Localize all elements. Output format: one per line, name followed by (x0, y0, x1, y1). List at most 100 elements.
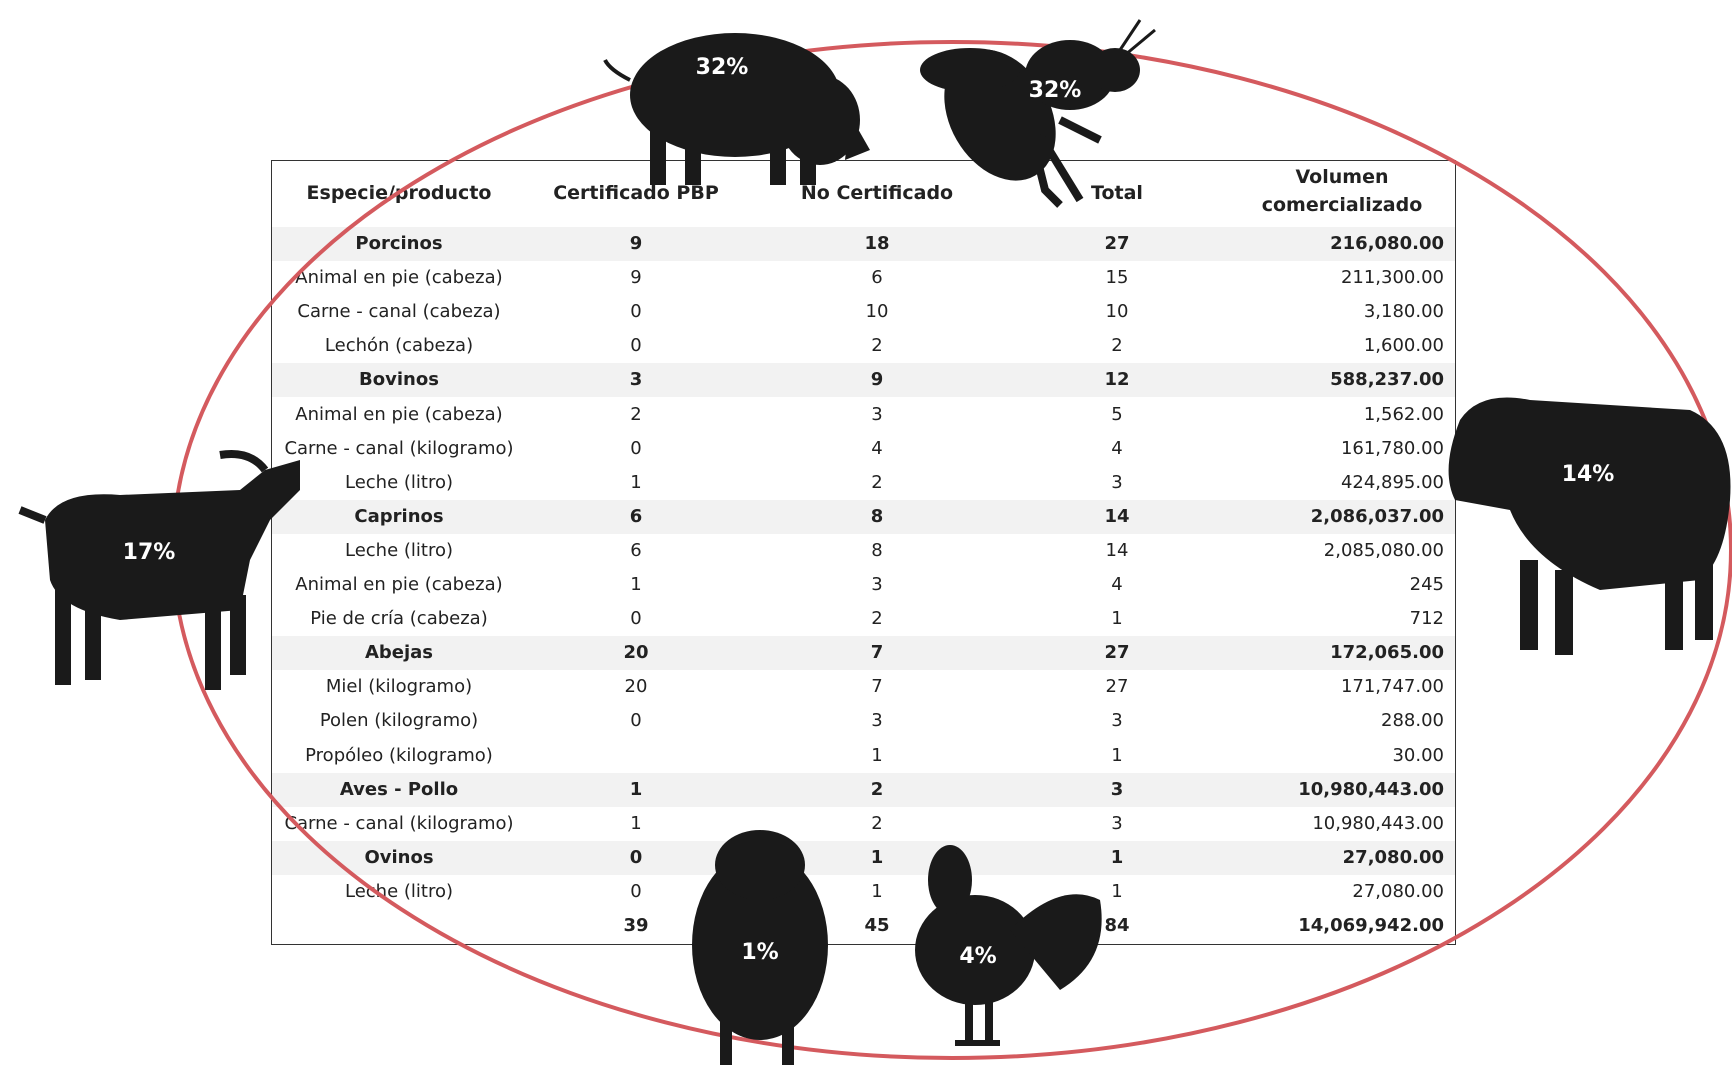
table-cell: 27 (987, 227, 1247, 261)
table-cell: Carne - canal (cabeza) (269, 295, 529, 329)
column-header: Especie/producto (279, 179, 519, 207)
table-cell: 0 (506, 295, 766, 329)
table-cell: 161,780.00 (1341, 432, 1444, 466)
table-cell: Caprinos (269, 500, 529, 534)
table-cell: 1 (506, 568, 766, 602)
table-cell: 1 (506, 807, 766, 841)
table-cell: 712 (1410, 602, 1444, 636)
percent-label: 17% (123, 540, 176, 565)
table-cell: Porcinos (269, 227, 529, 261)
table-cell: 3 (987, 773, 1247, 807)
table-cell: 1,600.00 (1364, 329, 1444, 363)
table-cell: 4 (747, 432, 1007, 466)
table-cell: 1 (987, 739, 1247, 773)
table-cell: Animal en pie (cabeza) (269, 261, 529, 295)
table-cell: 1 (747, 739, 1007, 773)
table-cell: 5 (987, 398, 1247, 432)
table-cell: 14,069,942.00 (1298, 909, 1444, 943)
table-cell: Abejas (269, 636, 529, 670)
table-cell: 2 (747, 466, 1007, 500)
table-cell: 1 (987, 875, 1247, 909)
table-cell: Carne - canal (kilogramo) (269, 807, 529, 841)
table-cell: 10,980,443.00 (1298, 773, 1444, 807)
table-cell: 8 (747, 500, 1007, 534)
percent-label: 32% (1029, 78, 1082, 103)
table-cell: 7 (747, 670, 1007, 704)
table-cell: Leche (litro) (269, 875, 529, 909)
table-cell: Animal en pie (cabeza) (269, 568, 529, 602)
table-cell: 7 (747, 636, 1007, 670)
table-cell: Lechón (cabeza) (269, 329, 529, 363)
table-cell: 27,080.00 (1352, 875, 1444, 909)
table-cell: 2 (747, 807, 1007, 841)
table-cell: 1 (987, 602, 1247, 636)
table-cell: 39 (506, 909, 766, 943)
table-cell: 27,080.00 (1343, 841, 1444, 875)
table-cell: 45 (747, 909, 1007, 943)
table-cell: 3 (747, 398, 1007, 432)
table-cell: 424,895.00 (1341, 466, 1444, 500)
table-cell: 15 (987, 261, 1247, 295)
table-cell: 1 (747, 875, 1007, 909)
column-header: Total (997, 179, 1237, 207)
table-cell: 0 (506, 602, 766, 636)
table-cell: 2,086,037.00 (1311, 500, 1444, 534)
percent-label: 4% (959, 944, 996, 969)
table-cell: 0 (506, 432, 766, 466)
table-cell: 3,180.00 (1364, 295, 1444, 329)
column-header: Volumen comercializado (1242, 163, 1442, 219)
table-cell: 30.00 (1392, 739, 1444, 773)
table-cell: Carne - canal (kilogramo) (269, 432, 529, 466)
table-cell: 245 (1410, 568, 1444, 602)
table-cell: 14 (987, 534, 1247, 568)
table-cell: 588,237.00 (1330, 363, 1444, 397)
table-cell: 172,065.00 (1330, 636, 1444, 670)
table-cell: 3 (506, 363, 766, 397)
cow-silhouette (1449, 398, 1731, 656)
table-cell: 6 (506, 534, 766, 568)
table-cell: 6 (747, 261, 1007, 295)
table-cell: 3 (747, 568, 1007, 602)
table-cell: 1 (987, 841, 1247, 875)
table-cell: 1 (506, 466, 766, 500)
table-cell: 3 (987, 466, 1247, 500)
table-cell: 10 (987, 295, 1247, 329)
table-cell: Animal en pie (cabeza) (269, 398, 529, 432)
table-cell: 1 (506, 773, 766, 807)
table-cell: 2 (747, 602, 1007, 636)
table-cell: 14 (987, 500, 1247, 534)
table-cell: Leche (litro) (269, 534, 529, 568)
column-header: Certificado PBP (516, 179, 756, 207)
table-cell: 0 (506, 841, 766, 875)
table-cell: 10,980,443.00 (1312, 807, 1444, 841)
table-cell: 3 (987, 704, 1247, 738)
table-cell: Propóleo (kilogramo) (269, 739, 529, 773)
table-cell: 6 (506, 500, 766, 534)
table-cell: 2 (747, 329, 1007, 363)
table-cell: 18 (747, 227, 1007, 261)
table-cell: 10 (747, 295, 1007, 329)
table-cell: Aves - Pollo (269, 773, 529, 807)
table-cell: 27 (987, 636, 1247, 670)
goat-silhouette (20, 454, 300, 690)
table-cell: 216,080.00 (1330, 227, 1444, 261)
table-cell: 3 (987, 807, 1247, 841)
table-cell: 20 (506, 670, 766, 704)
table-cell: 288.00 (1381, 704, 1444, 738)
page: Especie/productoCertificado PBPNo Certif… (0, 0, 1732, 1066)
table-cell: 211,300.00 (1341, 261, 1444, 295)
table-cell: 2 (747, 773, 1007, 807)
table-cell: 4 (987, 432, 1247, 466)
table-cell: Miel (kilogramo) (269, 670, 529, 704)
percent-label: 14% (1562, 462, 1615, 487)
table-cell: 4 (987, 568, 1247, 602)
table-cell: 171,747.00 (1341, 670, 1444, 704)
table-cell: 1 (747, 841, 1007, 875)
table-cell: Ovinos (269, 841, 529, 875)
table-cell: 27 (987, 670, 1247, 704)
table-cell: 84 (987, 909, 1247, 943)
table-cell: 1,562.00 (1364, 398, 1444, 432)
table-cell: 9 (506, 261, 766, 295)
table-cell: 12 (987, 363, 1247, 397)
